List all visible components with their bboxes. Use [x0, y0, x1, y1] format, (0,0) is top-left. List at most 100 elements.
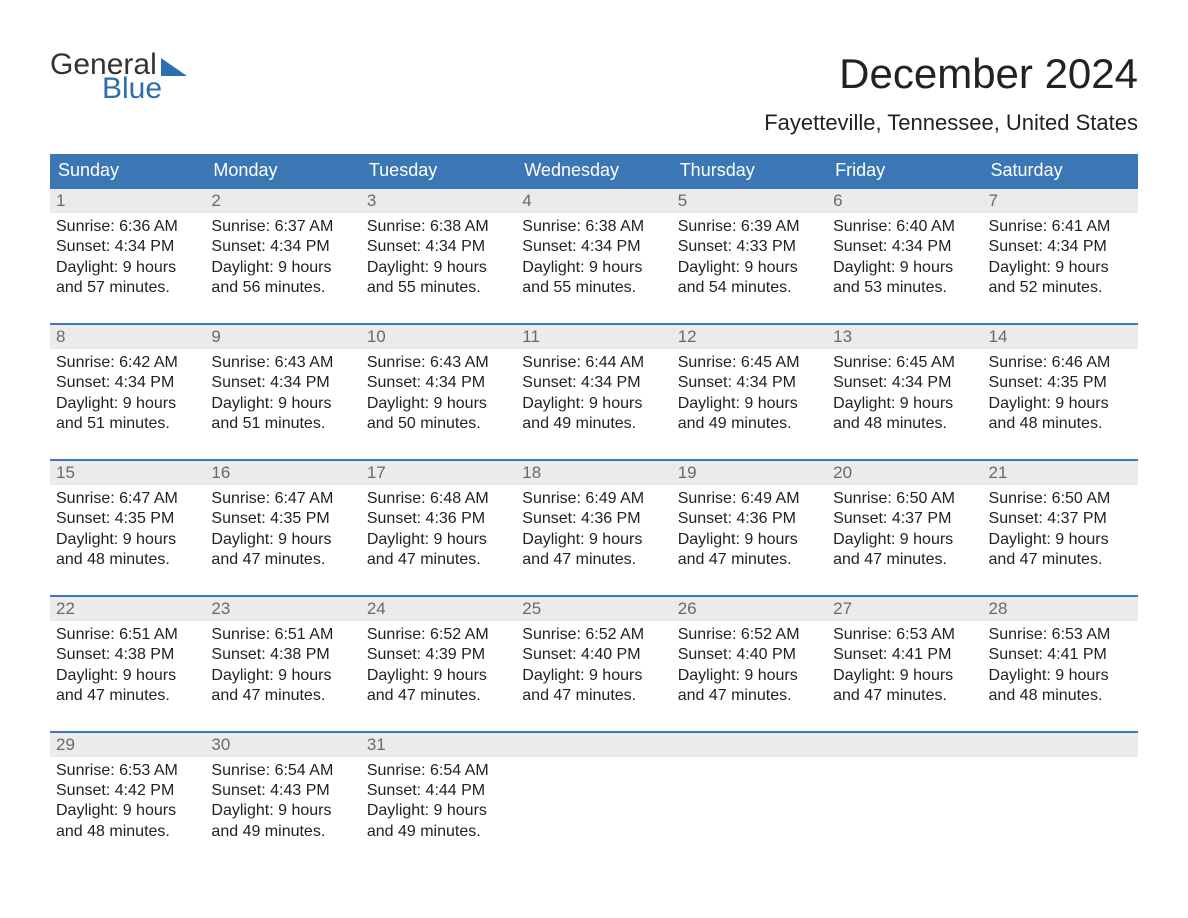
- calendar-day: 16Sunrise: 6:47 AMSunset: 4:35 PMDayligh…: [205, 461, 360, 571]
- daylight-line-2: and 48 minutes.: [56, 822, 199, 842]
- daylight-line-1: Daylight: 9 hours: [833, 394, 976, 414]
- calendar-day: 27Sunrise: 6:53 AMSunset: 4:41 PMDayligh…: [827, 597, 982, 707]
- day-body: Sunrise: 6:39 AMSunset: 4:33 PMDaylight:…: [672, 213, 827, 299]
- sunset-line: Sunset: 4:41 PM: [833, 645, 976, 665]
- sunrise-line: Sunrise: 6:49 AM: [522, 489, 665, 509]
- day-body: Sunrise: 6:41 AMSunset: 4:34 PMDaylight:…: [983, 213, 1138, 299]
- day-number: 24: [367, 599, 386, 618]
- day-number: 20: [833, 463, 852, 482]
- sunset-line: Sunset: 4:38 PM: [56, 645, 199, 665]
- calendar-day: .: [827, 733, 982, 843]
- weekday-header: Monday: [205, 154, 360, 187]
- daylight-line-2: and 57 minutes.: [56, 278, 199, 298]
- daylight-line-1: Daylight: 9 hours: [989, 258, 1132, 278]
- daylight-line-2: and 56 minutes.: [211, 278, 354, 298]
- sunset-line: Sunset: 4:34 PM: [678, 373, 821, 393]
- calendar-week: 29Sunrise: 6:53 AMSunset: 4:42 PMDayligh…: [50, 731, 1138, 843]
- sunrise-line: Sunrise: 6:47 AM: [56, 489, 199, 509]
- daynum-row: 18: [516, 461, 671, 485]
- daylight-line-2: and 47 minutes.: [989, 550, 1132, 570]
- day-number: 13: [833, 327, 852, 346]
- sunrise-line: Sunrise: 6:51 AM: [56, 625, 199, 645]
- sunrise-line: Sunrise: 6:45 AM: [678, 353, 821, 373]
- daynum-row: .: [827, 733, 982, 757]
- daynum-row: 14: [983, 325, 1138, 349]
- sunrise-line: Sunrise: 6:39 AM: [678, 217, 821, 237]
- weekday-header: Friday: [827, 154, 982, 187]
- sunrise-line: Sunrise: 6:53 AM: [989, 625, 1132, 645]
- page-subtitle: Fayetteville, Tennessee, United States: [50, 110, 1138, 136]
- sunset-line: Sunset: 4:39 PM: [367, 645, 510, 665]
- daylight-line-1: Daylight: 9 hours: [989, 666, 1132, 686]
- daylight-line-2: and 47 minutes.: [367, 686, 510, 706]
- day-number: 16: [211, 463, 230, 482]
- daylight-line-1: Daylight: 9 hours: [211, 258, 354, 278]
- daylight-line-1: Daylight: 9 hours: [678, 258, 821, 278]
- logo-text-blue: Blue: [50, 74, 187, 104]
- daynum-row: 29: [50, 733, 205, 757]
- sunrise-line: Sunrise: 6:52 AM: [367, 625, 510, 645]
- calendar-day: 24Sunrise: 6:52 AMSunset: 4:39 PMDayligh…: [361, 597, 516, 707]
- daylight-line-1: Daylight: 9 hours: [522, 666, 665, 686]
- daynum-row: 4: [516, 189, 671, 213]
- day-body: Sunrise: 6:50 AMSunset: 4:37 PMDaylight:…: [827, 485, 982, 571]
- sunset-line: Sunset: 4:37 PM: [989, 509, 1132, 529]
- calendar-day: 9Sunrise: 6:43 AMSunset: 4:34 PMDaylight…: [205, 325, 360, 435]
- daylight-line-2: and 48 minutes.: [989, 686, 1132, 706]
- weekday-header: Saturday: [983, 154, 1138, 187]
- daylight-line-1: Daylight: 9 hours: [833, 530, 976, 550]
- sunset-line: Sunset: 4:41 PM: [989, 645, 1132, 665]
- day-number: 28: [989, 599, 1008, 618]
- sunset-line: Sunset: 4:34 PM: [367, 373, 510, 393]
- weekday-header: Sunday: [50, 154, 205, 187]
- daylight-line-2: and 48 minutes.: [56, 550, 199, 570]
- calendar-day: 26Sunrise: 6:52 AMSunset: 4:40 PMDayligh…: [672, 597, 827, 707]
- daynum-row: 16: [205, 461, 360, 485]
- sunrise-line: Sunrise: 6:52 AM: [522, 625, 665, 645]
- daynum-row: 10: [361, 325, 516, 349]
- weekday-header: Tuesday: [361, 154, 516, 187]
- calendar: Sunday Monday Tuesday Wednesday Thursday…: [50, 154, 1138, 842]
- calendar-day: 21Sunrise: 6:50 AMSunset: 4:37 PMDayligh…: [983, 461, 1138, 571]
- sunset-line: Sunset: 4:34 PM: [367, 237, 510, 257]
- logo: General Blue: [50, 50, 187, 104]
- day-number: 1: [56, 191, 65, 210]
- day-number: 10: [367, 327, 386, 346]
- day-number: 8: [56, 327, 65, 346]
- daynum-row: 12: [672, 325, 827, 349]
- daylight-line-2: and 48 minutes.: [989, 414, 1132, 434]
- daynum-row: 1: [50, 189, 205, 213]
- day-number: 30: [211, 735, 230, 754]
- day-body: [827, 757, 982, 761]
- sunset-line: Sunset: 4:35 PM: [56, 509, 199, 529]
- day-number: 14: [989, 327, 1008, 346]
- calendar-day: 18Sunrise: 6:49 AMSunset: 4:36 PMDayligh…: [516, 461, 671, 571]
- sunrise-line: Sunrise: 6:43 AM: [367, 353, 510, 373]
- sunrise-line: Sunrise: 6:36 AM: [56, 217, 199, 237]
- daylight-line-1: Daylight: 9 hours: [989, 394, 1132, 414]
- day-body: Sunrise: 6:37 AMSunset: 4:34 PMDaylight:…: [205, 213, 360, 299]
- daynum-row: 3: [361, 189, 516, 213]
- day-body: [672, 757, 827, 761]
- daylight-line-1: Daylight: 9 hours: [522, 394, 665, 414]
- day-body: Sunrise: 6:53 AMSunset: 4:42 PMDaylight:…: [50, 757, 205, 843]
- daynum-row: 22: [50, 597, 205, 621]
- daynum-row: 2: [205, 189, 360, 213]
- day-body: Sunrise: 6:54 AMSunset: 4:43 PMDaylight:…: [205, 757, 360, 843]
- day-body: Sunrise: 6:49 AMSunset: 4:36 PMDaylight:…: [516, 485, 671, 571]
- daylight-line-2: and 47 minutes.: [522, 550, 665, 570]
- daylight-line-2: and 47 minutes.: [522, 686, 665, 706]
- day-number: 23: [211, 599, 230, 618]
- day-body: Sunrise: 6:45 AMSunset: 4:34 PMDaylight:…: [827, 349, 982, 435]
- daylight-line-2: and 49 minutes.: [367, 822, 510, 842]
- logo-triangle-icon: [161, 58, 187, 76]
- sunrise-line: Sunrise: 6:43 AM: [211, 353, 354, 373]
- sunset-line: Sunset: 4:44 PM: [367, 781, 510, 801]
- day-number: 19: [678, 463, 697, 482]
- daylight-line-2: and 47 minutes.: [211, 550, 354, 570]
- daylight-line-2: and 47 minutes.: [211, 686, 354, 706]
- calendar-day: 3Sunrise: 6:38 AMSunset: 4:34 PMDaylight…: [361, 189, 516, 299]
- sunrise-line: Sunrise: 6:40 AM: [833, 217, 976, 237]
- day-number: 5: [678, 191, 687, 210]
- sunrise-line: Sunrise: 6:53 AM: [56, 761, 199, 781]
